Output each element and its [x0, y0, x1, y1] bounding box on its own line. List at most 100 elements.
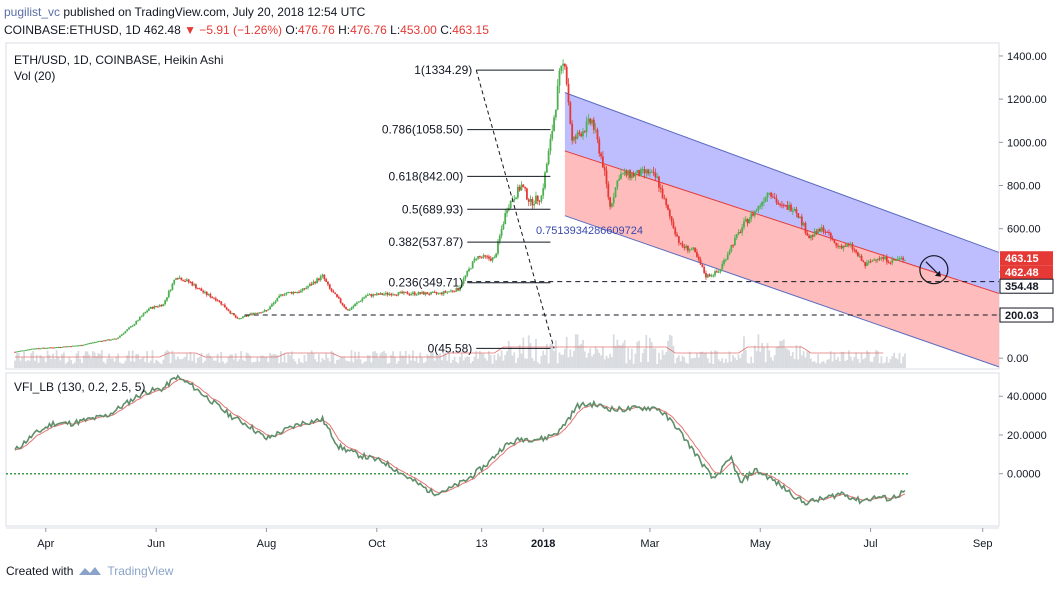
candle-body — [815, 231, 818, 234]
open-label: O: — [285, 23, 299, 37]
volume-bar — [185, 353, 188, 368]
volume-bar — [643, 348, 646, 368]
candle-body — [639, 169, 642, 177]
volume-bar — [441, 360, 443, 368]
volume-bar — [155, 359, 158, 368]
volume-bar — [327, 358, 329, 368]
candle-body — [428, 294, 431, 296]
candle-body — [621, 173, 624, 175]
candle-body — [658, 176, 660, 188]
volume-bar — [699, 351, 702, 368]
volume-bar — [551, 343, 554, 368]
volume-bar — [422, 363, 425, 368]
candle-body — [185, 279, 188, 281]
price-label-box — [999, 307, 1054, 323]
volume-bar — [104, 363, 107, 368]
volume-bar — [779, 340, 782, 368]
candle-body — [393, 294, 396, 296]
candle-body — [32, 348, 35, 350]
volume-bar — [149, 360, 152, 368]
candle-body — [571, 123, 574, 141]
volume-bar — [321, 358, 324, 368]
volume-bar — [158, 362, 161, 368]
candle-body — [728, 251, 731, 255]
volume-bar — [715, 351, 718, 368]
candle-body — [560, 65, 563, 71]
candle-body — [491, 257, 494, 261]
volume-bar — [578, 345, 581, 368]
volume-bar — [406, 363, 409, 368]
volume-bar — [497, 353, 499, 368]
candle-body — [231, 313, 233, 315]
candle-body — [200, 288, 203, 291]
volume-bar — [312, 353, 315, 368]
volume-bar — [752, 362, 754, 368]
candle-body — [893, 259, 895, 261]
candle-body — [363, 297, 366, 299]
volume-bar — [72, 363, 74, 368]
candle-body — [323, 274, 326, 280]
author-link[interactable]: pugilist_vc — [4, 5, 61, 19]
volume-bar — [538, 363, 541, 368]
volume-bar — [319, 362, 322, 368]
volume-bar — [245, 352, 248, 368]
candle-body — [267, 309, 270, 311]
volume-bar — [261, 355, 264, 368]
candle-body — [193, 284, 196, 286]
volume-bar — [403, 355, 405, 368]
volume-bar — [231, 354, 233, 368]
candle-body — [703, 267, 706, 274]
volume-bar — [363, 361, 366, 368]
candle-body — [489, 258, 492, 261]
volume-bar — [638, 340, 640, 368]
candle-body — [280, 294, 282, 296]
candle-body — [299, 290, 302, 293]
candle-body — [34, 348, 36, 350]
candle-body — [339, 298, 342, 303]
volume-bar — [15, 351, 18, 368]
volume-bar — [287, 352, 290, 368]
candle-body — [39, 348, 42, 350]
candle-body — [679, 242, 682, 244]
price-label-text: 200.03 — [1005, 310, 1039, 322]
candle-body — [522, 184, 525, 188]
candle-body — [166, 297, 168, 301]
candle-body — [900, 257, 903, 259]
volume-bar — [811, 361, 814, 368]
candle-body — [395, 294, 398, 296]
y-tick-label: 1200.00 — [1007, 94, 1047, 106]
candle-body — [263, 310, 266, 312]
candle-body — [629, 170, 631, 178]
candle-body — [294, 291, 297, 293]
volume-bar — [469, 363, 472, 368]
volume-bar — [571, 356, 574, 368]
volume-bar — [225, 362, 228, 368]
tradingview-brand[interactable]: TradingView — [107, 564, 174, 578]
volume-bar — [316, 361, 319, 368]
candle-body — [303, 288, 306, 290]
volume-bar — [318, 354, 320, 368]
volume-bar — [828, 359, 830, 368]
volume-bar — [160, 363, 163, 368]
candle-body — [477, 256, 479, 259]
footer: Created with TradingView — [6, 564, 173, 578]
volume-bar — [462, 360, 465, 368]
volume-bar — [574, 334, 577, 368]
candle-body — [81, 345, 83, 347]
candle-body — [372, 294, 375, 297]
price-pane[interactable] — [5, 42, 1000, 370]
candle-body — [82, 344, 85, 346]
candle-body — [726, 254, 729, 260]
volume-bar — [252, 361, 255, 368]
candle-body — [417, 292, 420, 295]
volume-bar — [66, 361, 69, 368]
candle-body — [612, 197, 615, 204]
vfi-pane[interactable] — [5, 372, 1000, 527]
candle-body — [744, 219, 747, 222]
volume-bar — [554, 340, 557, 368]
volume-bar — [694, 357, 697, 368]
candle-body — [849, 243, 852, 245]
volume-bar — [831, 361, 834, 368]
candle-body — [124, 331, 127, 334]
